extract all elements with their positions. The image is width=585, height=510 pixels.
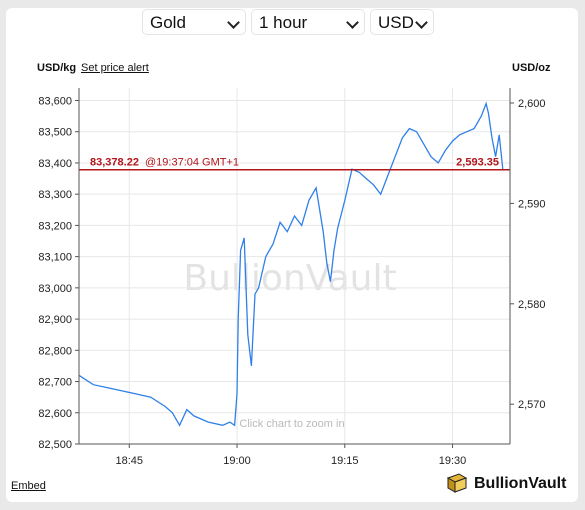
y-tick-label-left: 83,100 — [38, 252, 72, 264]
y-tick-label-left: 83,600 — [38, 95, 72, 107]
y-tick-label-left: 82,800 — [38, 345, 72, 357]
y-tick-label-left: 82,700 — [38, 377, 72, 389]
period-select-value: 1 hour — [259, 13, 308, 32]
x-tick-label: 19:30 — [439, 455, 467, 467]
chart-panel — [6, 8, 578, 502]
y-tick-label-right: 2,580 — [518, 299, 546, 311]
y-tick-label-right: 2,590 — [518, 198, 546, 210]
y-tick-label-left: 82,900 — [38, 314, 72, 326]
x-tick-label: 19:15 — [331, 455, 359, 467]
y-tick-label-left: 82,600 — [38, 408, 72, 420]
period-select[interactable]: 1 hour — [251, 9, 365, 35]
x-tick-label: 19:00 — [223, 455, 251, 467]
y-tick-label-left: 82,500 — [38, 439, 72, 451]
y-tick-label-left: 83,400 — [38, 158, 72, 170]
gold-bar-icon — [446, 473, 468, 493]
left-unit-label: USD/kg — [37, 62, 77, 74]
current-price-time: @19:37:04 GMT+1 — [145, 157, 239, 169]
currency-select[interactable]: USD — [370, 9, 434, 35]
y-tick-label-left: 83,000 — [38, 283, 72, 295]
currency-select-value: USD — [378, 13, 414, 32]
y-tick-label-left: 83,300 — [38, 189, 72, 201]
zoom-hint: Click chart to zoom in — [239, 418, 344, 430]
set-price-alert-link[interactable]: Set price alert — [81, 62, 149, 74]
metal-select-value: Gold — [150, 13, 186, 32]
embed-link[interactable]: Embed — [11, 480, 46, 492]
right-unit-label: USD/oz — [512, 62, 551, 74]
x-tick-label: 18:45 — [116, 455, 144, 467]
current-price-kg: 83,378.22 — [90, 157, 139, 169]
brand-name: BullionVault — [474, 475, 567, 492]
y-tick-label-right: 2,600 — [518, 98, 546, 110]
y-tick-label-left: 83,500 — [38, 127, 72, 139]
chart-watermark: BullionVault — [183, 258, 396, 299]
y-tick-label-right: 2,570 — [518, 399, 546, 411]
price-series-line — [78, 101, 504, 427]
current-price-oz: 2,593.35 — [456, 157, 499, 169]
y-tick-label-left: 83,200 — [38, 220, 72, 232]
metal-select[interactable]: Gold — [142, 9, 246, 35]
